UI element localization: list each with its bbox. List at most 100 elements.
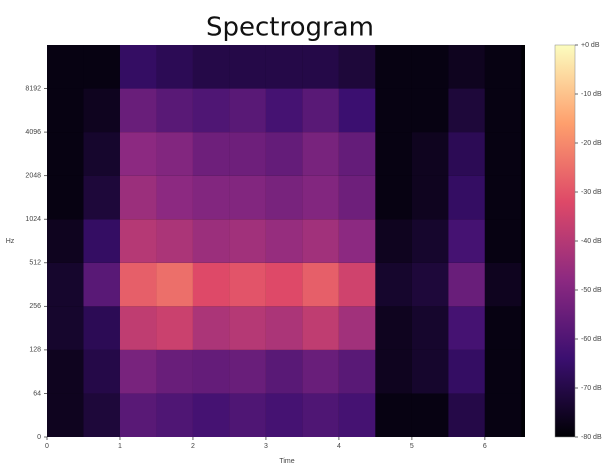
colorbar-tick-label: -40 dB — [581, 238, 602, 245]
spectrogram-cell — [192, 306, 230, 350]
spectrogram-cell — [448, 88, 485, 133]
x-tick-label: 6 — [483, 443, 487, 450]
spectrogram-cell — [156, 88, 193, 133]
y-axis-label: Hz — [6, 238, 15, 245]
spectrogram-cell — [47, 132, 84, 176]
spectrogram-cell — [265, 88, 303, 133]
spectrogram-cell — [47, 175, 84, 220]
spectrogram-cell — [192, 132, 230, 176]
spectrogram-cell — [83, 393, 120, 437]
spectrogram-cell — [302, 45, 339, 89]
spectrogram-cell — [375, 45, 412, 89]
spectrogram-cell — [229, 306, 266, 350]
spectrogram-cell — [119, 132, 157, 176]
spectrogram-cell — [448, 45, 485, 89]
spectrogram-cell — [484, 349, 522, 394]
spectrogram-cell — [338, 175, 376, 220]
spectrogram-cell — [156, 349, 193, 394]
colorbar-tick-label: -60 dB — [581, 336, 602, 343]
spectrogram-cell — [229, 219, 266, 263]
spectrogram-cell — [83, 132, 120, 176]
spectrogram-cell — [229, 45, 266, 89]
spectrogram-cell — [119, 88, 157, 133]
spectrogram-cell — [47, 88, 84, 133]
spectrogram-cell — [156, 175, 193, 220]
colorbar-tick-label: -50 dB — [581, 287, 602, 294]
spectrogram-cell — [119, 349, 157, 394]
spectrogram-cell — [47, 262, 84, 307]
colorbar-tick-label: -30 dB — [581, 189, 602, 196]
spectrogram-cell — [156, 219, 193, 263]
spectrogram-cell — [484, 132, 522, 176]
spectrogram-cell — [484, 306, 522, 350]
spectrogram-cell — [375, 349, 412, 394]
spectrogram-cell — [338, 88, 376, 133]
spectrogram-cell — [375, 262, 412, 307]
spectrogram-cell — [302, 306, 339, 350]
spectrogram-cell — [302, 219, 339, 263]
spectrogram-cell — [265, 393, 303, 437]
colorbar-tick-label: -10 dB — [581, 91, 602, 98]
spectrogram-cell — [411, 393, 449, 437]
spectrogram-cell — [192, 262, 230, 307]
spectrogram-cell — [411, 306, 449, 350]
y-tick-label: 2048 — [25, 173, 41, 180]
y-tick-label: 64 — [33, 390, 41, 397]
spectrogram-cell — [83, 88, 120, 133]
spectrogram-cell — [375, 88, 412, 133]
spectrogram-cell — [302, 262, 339, 307]
colorbar-tick-label: -20 dB — [581, 140, 602, 147]
spectrogram-cell — [192, 175, 230, 220]
spectrogram-cell — [265, 262, 303, 307]
x-tick-label: 3 — [264, 443, 268, 450]
y-tick-label: 0 — [37, 434, 41, 441]
spectrogram-cell — [338, 393, 376, 437]
spectrogram-cell — [47, 219, 84, 263]
spectrogram-cell — [411, 45, 449, 89]
x-tick-label: 4 — [337, 443, 341, 450]
y-tick-label: 256 — [29, 303, 41, 310]
x-tick-label: 0 — [45, 443, 49, 450]
spectrogram-cell — [448, 306, 485, 350]
spectrogram-cell — [83, 262, 120, 307]
spectrogram-cell — [156, 262, 193, 307]
spectrogram-cell — [375, 306, 412, 350]
spectrogram-cell — [448, 219, 485, 263]
spectrogram-cell — [302, 393, 339, 437]
spectrogram-cell — [375, 219, 412, 263]
colorbar — [554, 44, 576, 438]
spectrogram-cell — [119, 219, 157, 263]
spectrogram-cell — [484, 45, 522, 89]
spectrogram-cell — [265, 306, 303, 350]
spectrogram-cell — [83, 45, 120, 89]
y-tick-label: 8192 — [25, 85, 41, 92]
spectrogram-cell — [229, 349, 266, 394]
spectrogram-cell — [338, 219, 376, 263]
spectrogram-cell — [47, 393, 84, 437]
spectrogram-cell — [192, 45, 230, 89]
spectrogram-cell — [411, 175, 449, 220]
spectrogram-cell — [119, 306, 157, 350]
x-tick-label: 5 — [410, 443, 414, 450]
spectrogram-cell — [156, 45, 193, 89]
spectrogram-cell — [229, 262, 266, 307]
spectrogram-cell — [448, 262, 485, 307]
spectrogram-cell — [47, 349, 84, 394]
y-tick-label: 4096 — [25, 129, 41, 136]
spectrogram-cell — [448, 175, 485, 220]
spectrogram-cell — [338, 45, 376, 89]
spectrogram-cell — [411, 219, 449, 263]
spectrogram-cell — [484, 262, 522, 307]
spectrogram-cell — [83, 175, 120, 220]
spectrogram-cell — [47, 45, 84, 89]
spectrogram-cell — [47, 306, 84, 350]
x-tick-label: 2 — [191, 443, 195, 450]
spectrogram-cell — [229, 175, 266, 220]
spectrogram-cell — [192, 219, 230, 263]
spectrogram-cell — [338, 349, 376, 394]
spectrogram-cell — [302, 132, 339, 176]
colorbar-tick-label: -80 dB — [581, 434, 602, 441]
spectrogram-cell — [156, 132, 193, 176]
spectrogram-cell — [265, 175, 303, 220]
